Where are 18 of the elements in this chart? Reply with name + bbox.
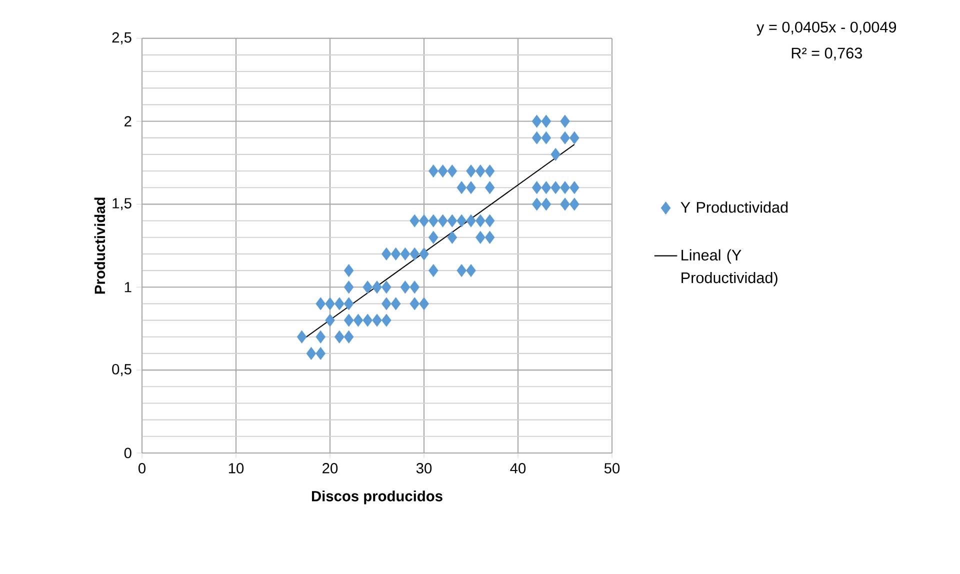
x-tick-label: 10 [228, 463, 244, 474]
legend-label: Lineal (Y Productividad) [682, 249, 778, 286]
x-tick-label: 40 [510, 463, 526, 474]
y-tick-label: 1,5 [112, 198, 132, 210]
y-tick-label: 1 [124, 282, 132, 292]
x-tick-label: 0 [138, 463, 146, 474]
y-tick-label: 0,5 [112, 364, 132, 376]
y-tick-label: 2,5 [112, 32, 132, 44]
x-tick-label: 30 [416, 463, 432, 474]
x-axis-title: Discos producidos [312, 490, 442, 504]
y-axis-title: Productividad [94, 198, 106, 294]
x-tick-label: 20 [322, 463, 338, 474]
y-tick-label: 0 [124, 448, 132, 458]
legend-label: Y Productividad [680, 202, 788, 213]
text: R² = 0,763 [792, 48, 862, 60]
text: y = 0,0405x - 0,0049 [756, 22, 896, 36]
x-tick-label: 50 [604, 463, 620, 474]
y-tick-label: 2 [124, 116, 132, 126]
